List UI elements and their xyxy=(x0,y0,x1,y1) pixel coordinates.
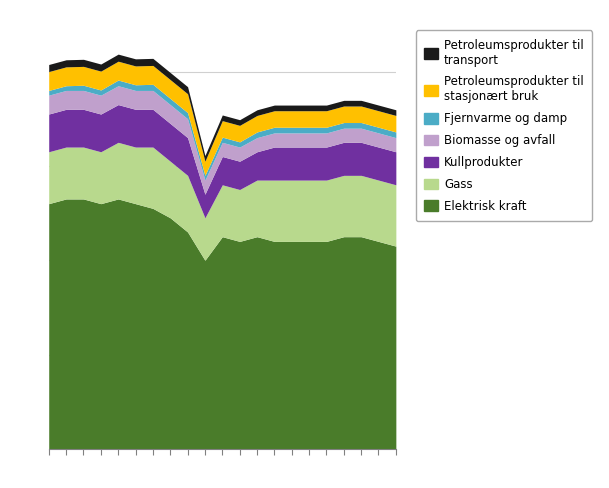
Legend: Petroleumsprodukter til
transport, Petroleumsprodukter til
stasjonært bruk, Fjer: Petroleumsprodukter til transport, Petro… xyxy=(415,30,592,221)
